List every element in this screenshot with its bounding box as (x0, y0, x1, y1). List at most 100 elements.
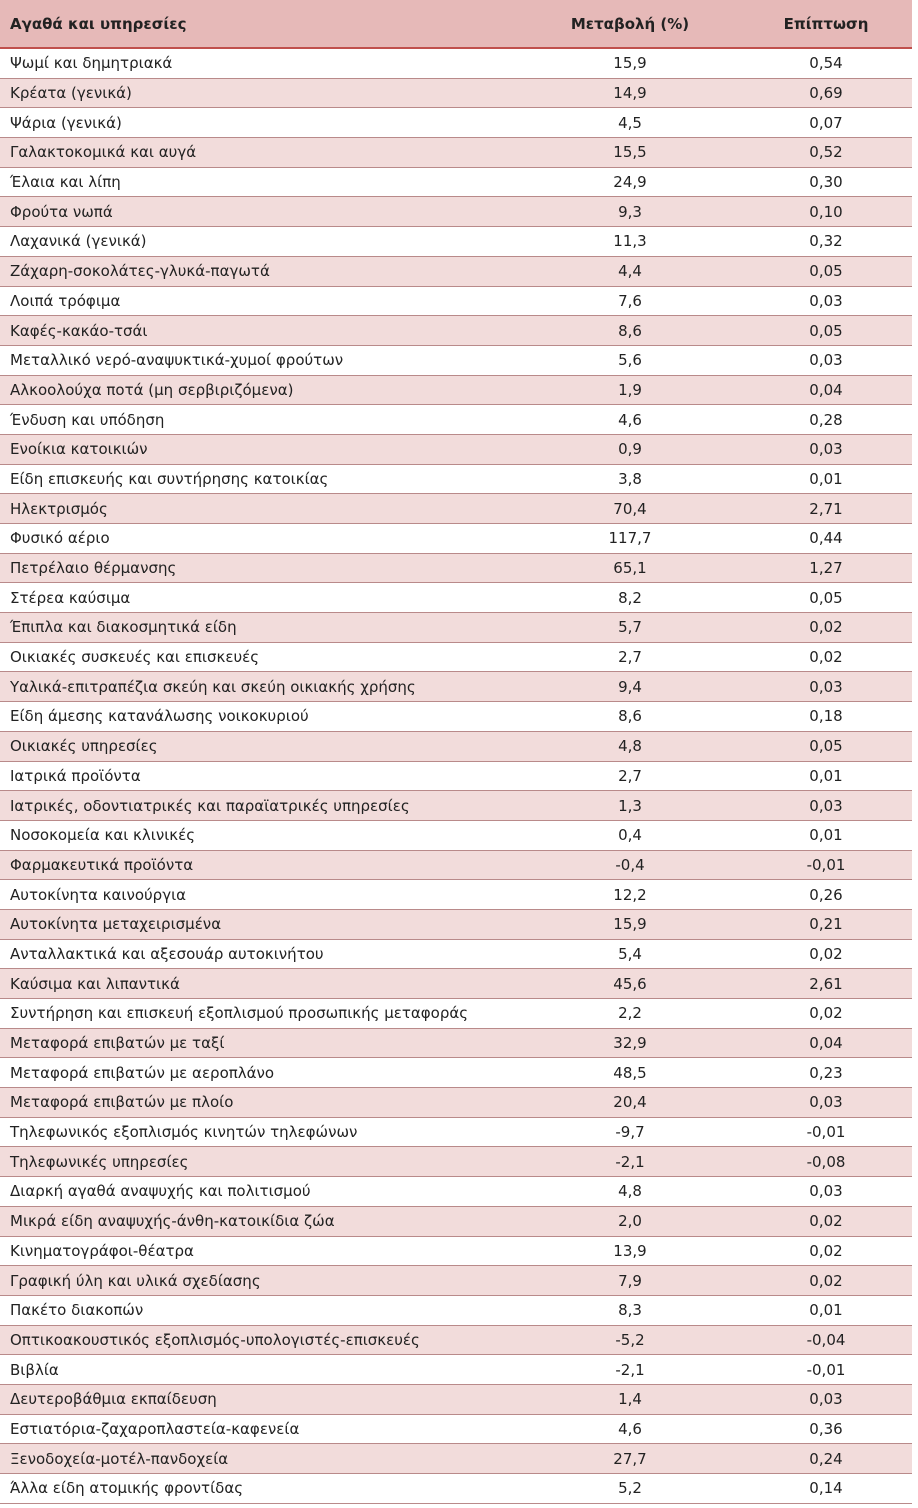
impact-cell: 1,27 (809, 559, 843, 578)
table-row: Λοιπά τρόφιμα 7,6 0,03 (0, 287, 912, 317)
item-cell: Τηλεφωνικές υπηρεσίες (10, 1152, 189, 1171)
impact-cell: 0,52 (809, 143, 843, 162)
table-row: Ιατρικά προϊόντα 2,7 0,01 (0, 762, 912, 792)
impact-cell: 0,04 (809, 380, 843, 399)
change-cell: 4,8 (618, 737, 642, 756)
impact-cell: 0,07 (809, 113, 843, 132)
change-cell: 4,8 (618, 1182, 642, 1201)
item-cell: Δευτεροβάθμια εκπαίδευση (10, 1390, 217, 1409)
table-row: Μεταφορά επιβατών με ταξί 32,9 0,04 (0, 1028, 912, 1059)
table-row: Μεταφορά επιβατών με πλοίο 20,4 0,03 (0, 1088, 912, 1118)
impact-cell: 0,02 (809, 1004, 843, 1023)
item-cell: Ιατρικές, οδοντιατρικές και παραϊατρικές… (10, 796, 410, 815)
impact-cell: -0,01 (806, 1360, 846, 1379)
impact-cell: 0,01 (809, 766, 843, 785)
table-row: Αυτοκίνητα μεταχειρισμένα 15,9 0,21 (0, 909, 912, 940)
item-cell: Διαρκή αγαθά αναψυχής και πολιτισμού (10, 1182, 311, 1201)
table-row: Πετρέλαιο θέρμανσης 65,1 1,27 (0, 553, 912, 584)
impact-cell: 0,03 (809, 1390, 843, 1409)
table-row: Είδη επισκευής και συντήρησης κατοικίας 3… (0, 465, 912, 495)
item-cell: Λοιπά τρόφιμα (10, 291, 121, 310)
table-row: Οπτικοακουστικός εξοπλισμός-υπολογιστές-… (0, 1325, 912, 1356)
item-cell: Ενοίκια κατοικιών (10, 440, 148, 459)
impact-cell: 0,01 (809, 469, 843, 488)
table-row: Συντήρηση και επισκευή εξοπλισμού προσωπ… (0, 999, 912, 1029)
impact-cell: 0,03 (809, 440, 843, 459)
change-cell: 11,3 (613, 232, 647, 251)
change-cell: 15,9 (613, 54, 647, 73)
change-cell: 2,7 (618, 766, 642, 785)
table-row: Μεταφορά επιβατών με αεροπλάνο 48,5 0,23 (0, 1058, 912, 1089)
table-row: Διαρκή αγαθά αναψυχής και πολιτισμού 4,8 0… (0, 1177, 912, 1207)
table-row: Ενοίκια κατοικιών 0,9 0,03 (0, 434, 912, 465)
impact-cell: 0,23 (809, 1063, 843, 1082)
change-cell: 0,9 (618, 440, 642, 459)
table-row: Υαλικά-επιτραπέζια σκεύη και σκεύη οικια… (0, 672, 912, 703)
impact-cell: -0,04 (806, 1330, 846, 1349)
item-cell: Στέρεα καύσιμα (10, 588, 131, 607)
change-cell: 15,9 (613, 915, 647, 934)
table-row: Κρέατα (γενικά) 14,9 0,69 (0, 78, 912, 109)
impact-cell: 0,54 (809, 54, 843, 73)
header-row: Αγαθά και υπηρεσίες Μεταβολή (%) Επίπτωσ… (0, 0, 912, 49)
item-cell: Φρούτα νωπά (10, 202, 113, 221)
change-cell: 8,6 (618, 707, 642, 726)
item-cell: Αυτοκίνητα μεταχειρισμένα (10, 915, 222, 934)
change-cell: -2,1 (615, 1360, 645, 1379)
impact-cell: 0,01 (809, 826, 843, 845)
header-cell: Μεταβολή (%) (570, 14, 690, 33)
impact-cell: 0,03 (809, 1182, 843, 1201)
item-cell: Υαλικά-επιτραπέζια σκεύη και σκεύη οικια… (10, 677, 416, 696)
table-row: Αυτοκίνητα καινούργια 12,2 0,26 (0, 880, 912, 910)
impact-cell: -0,01 (806, 1123, 846, 1142)
table-row: Ψάρια (γενικά) 4,5 0,07 (0, 108, 912, 139)
impact-cell: 0,05 (809, 262, 843, 281)
table-row: Αλκοολούχα ποτά (μη σερβιριζόμενα) 1,9 0,0… (0, 375, 912, 406)
item-cell: Πακέτο διακοπών (10, 1301, 144, 1320)
table-row: Είδη άμεσης κατανάλωσης νοικοκυριού 8,6 0,… (0, 702, 912, 732)
change-cell: 24,9 (613, 173, 647, 192)
table-row: Ένδυση και υπόδηση 4,6 0,28 (0, 405, 912, 435)
impact-cell: 0,05 (809, 321, 843, 340)
impact-cell: 2,61 (809, 974, 843, 993)
table-row: Ηλεκτρισμός 70,4 2,71 (0, 494, 912, 524)
change-cell: 9,3 (618, 202, 642, 221)
table-row: Ξενοδοχεία-μοτέλ-πανδοχεία 27,7 0,24 (0, 1444, 912, 1474)
item-cell: Έλαια και λίπη (10, 173, 121, 192)
item-cell: Πετρέλαιο θέρμανσης (10, 559, 177, 578)
item-cell: Γραφική ύλη και υλικά σχεδίασης (10, 1271, 261, 1290)
item-cell: Μεταφορά επιβατών με αεροπλάνο (10, 1063, 275, 1082)
table-row: Κινηματογράφοι-θέατρα 13,9 0,02 (0, 1237, 912, 1267)
item-cell: Αυτοκίνητα καινούργια (10, 885, 187, 904)
change-cell: 3,8 (618, 469, 642, 488)
change-cell: 7,9 (618, 1271, 642, 1290)
change-cell: 9,4 (618, 677, 642, 696)
change-cell: 20,4 (613, 1093, 647, 1112)
table-row: Γραφική ύλη και υλικά σχεδίασης 7,9 0,02 (0, 1266, 912, 1296)
item-cell: Είδη επισκευής και συντήρησης κατοικίας (10, 469, 329, 488)
change-cell: 65,1 (613, 559, 647, 578)
impact-cell: 0,04 (809, 1034, 843, 1053)
item-cell: Ιατρικά προϊόντα (10, 766, 141, 785)
impact-cell: 0,24 (809, 1449, 843, 1468)
impact-cell: 0,05 (809, 588, 843, 607)
change-cell: 13,9 (613, 1241, 647, 1260)
item-cell: Τηλεφωνικός εξοπλισμός κινητών τηλεφώνων (10, 1123, 358, 1142)
header-cell: Επίπτωση (783, 14, 869, 33)
change-cell: 5,4 (618, 944, 642, 963)
item-cell: Νοσοκομεία και κλινικές (10, 826, 196, 845)
table-row: Μεταλλικό νερό-αναψυκτικά-χυμοί φρούτων 5… (0, 346, 912, 376)
change-cell: 48,5 (613, 1063, 647, 1082)
change-cell: 5,7 (618, 618, 642, 637)
table-row: Καφές-κακάο-τσάι 8,6 0,05 (0, 316, 912, 346)
change-cell: 4,6 (618, 1419, 642, 1438)
table-row: Φαρμακευτικά προϊόντα -0,4 -0,01 (0, 850, 912, 881)
table-row: Καύσιμα και λιπαντικά 45,6 2,61 (0, 969, 912, 999)
impact-cell: 0,01 (809, 1301, 843, 1320)
change-cell: 8,3 (618, 1301, 642, 1320)
item-cell: Ηλεκτρισμός (10, 499, 108, 518)
change-cell: 8,2 (618, 588, 642, 607)
change-cell: 1,4 (618, 1390, 642, 1409)
table-row: Άλλα είδη ατομικής φροντίδας 5,2 0,14 (0, 1474, 912, 1504)
